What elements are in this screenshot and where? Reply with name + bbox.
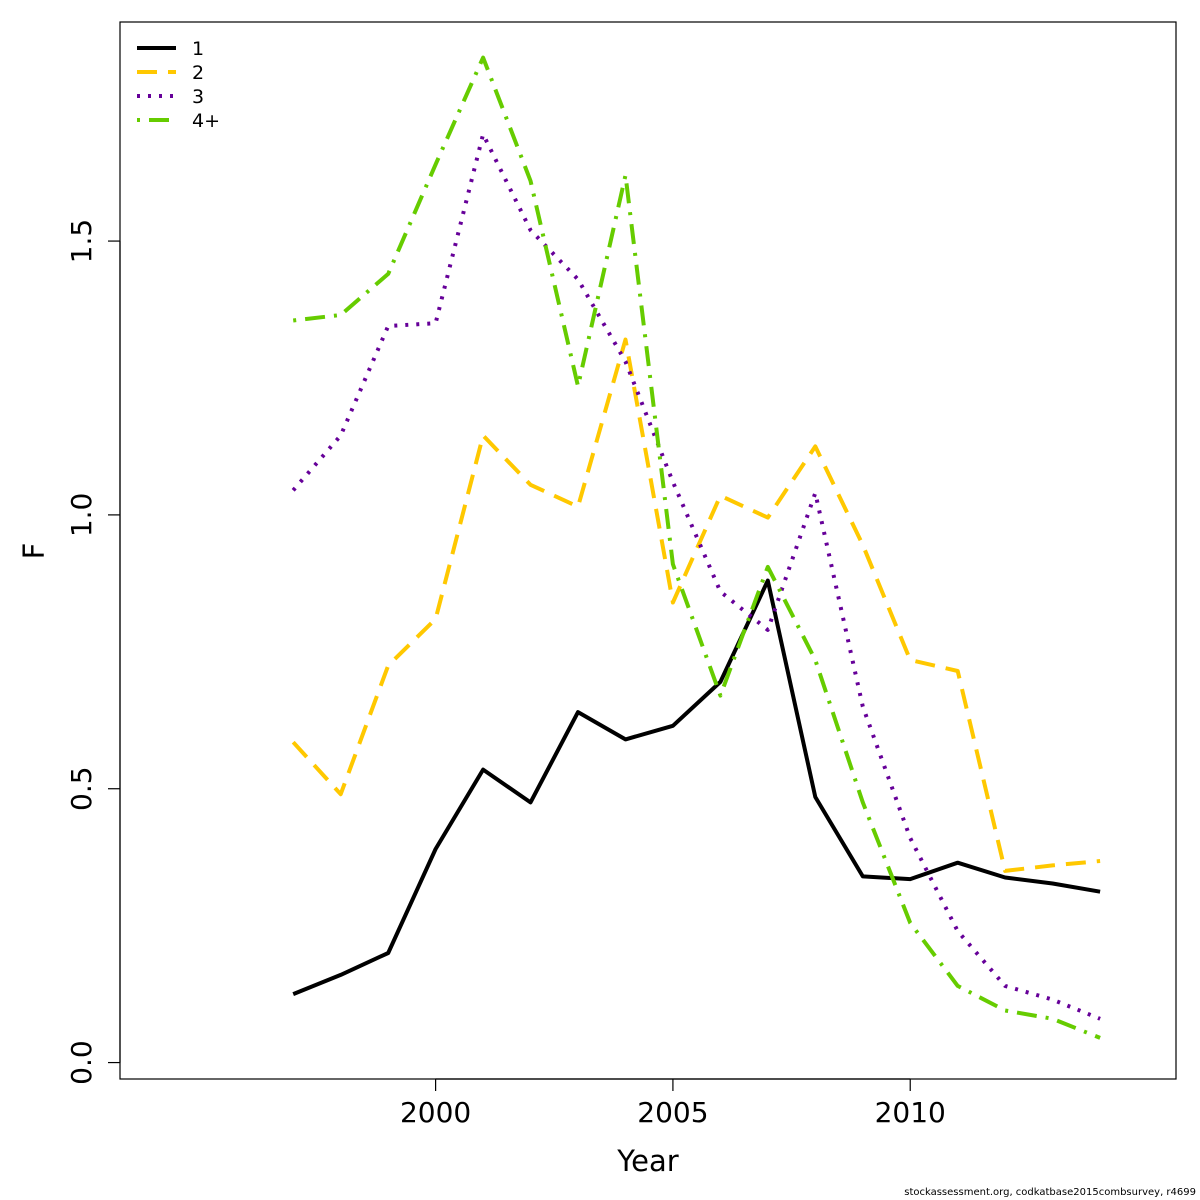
y-tick-label: 1.0 [65, 493, 98, 538]
series-line-1 [292, 578, 1101, 996]
legend-label-2: 2 [192, 62, 204, 84]
x-tick-label: 2000 [400, 1096, 471, 1129]
y-axis: 0.0 0.5 1.0 1.5 [65, 219, 121, 1085]
series-lines [291, 55, 1101, 1040]
y-tick-label: 1.5 [65, 219, 98, 264]
x-axis: 2000 2005 2010 [400, 1078, 946, 1129]
x-tick-label: 2005 [637, 1096, 708, 1129]
series-line-2 [291, 337, 1101, 873]
legend-label-1: 1 [192, 38, 204, 60]
footer-credit: stockassessment.org, codkatbase2015combs… [904, 1187, 1196, 1198]
legend-label-3: 3 [192, 86, 204, 108]
y-tick-label: 0.5 [65, 766, 98, 811]
x-axis-title: Year [616, 1144, 678, 1178]
plot-frame [119, 21, 1177, 1080]
y-tick-label: 0.0 [65, 1040, 98, 1085]
legend-label-4: 4+ [192, 110, 220, 132]
x-tick-label: 2010 [875, 1096, 946, 1129]
y-axis-title: F [17, 543, 51, 560]
series-line-3 [291, 132, 1101, 1021]
series-line-4 [292, 55, 1101, 1040]
